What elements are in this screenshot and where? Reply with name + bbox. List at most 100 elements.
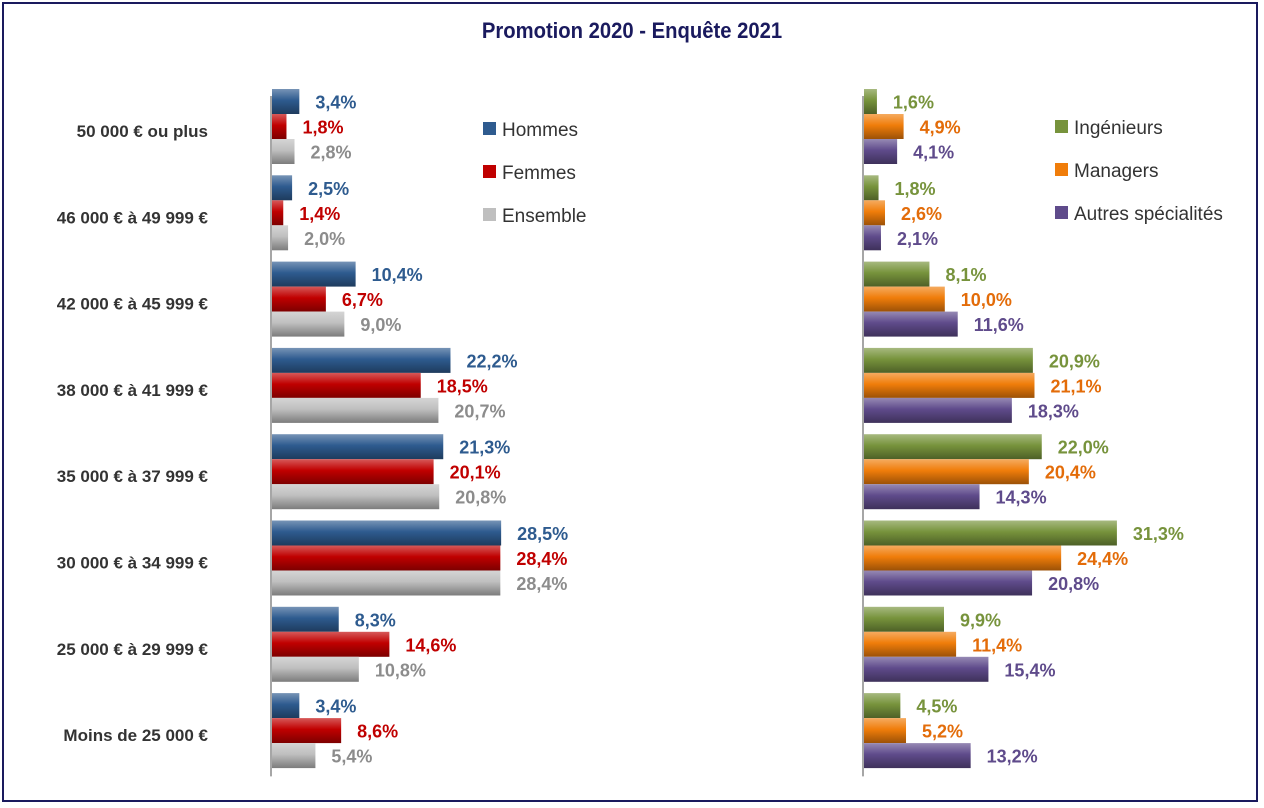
value-label-autres-specialites-6: 20,8% <box>1048 574 1099 594</box>
value-label-ingenieurs-3: 8,1% <box>945 265 986 285</box>
value-label-femmes-6: 28,4% <box>516 549 567 569</box>
bar-ingenieurs-6 <box>864 520 1117 546</box>
bar-hommes-2 <box>272 175 293 201</box>
bar-ingenieurs-4 <box>864 347 1033 373</box>
legend-swatch-managers <box>1055 163 1068 176</box>
value-label-managers-8: 5,2% <box>922 722 963 742</box>
value-label-hommes-8: 3,4% <box>315 697 356 717</box>
bar-femmes-7 <box>272 631 390 657</box>
value-label-autres-specialites-8: 13,2% <box>987 747 1038 767</box>
legend-label-autres-specialites: Autres spécialités <box>1074 204 1223 225</box>
value-label-managers-2: 2,6% <box>901 204 942 224</box>
value-label-femmes-5: 20,1% <box>450 463 501 483</box>
bar-ingenieurs-1 <box>864 89 877 114</box>
bar-autres-specialites-8 <box>864 743 971 769</box>
bar-autres-specialites-1 <box>864 139 898 164</box>
legend-swatch-autres-specialites <box>1055 206 1068 219</box>
bar-ingenieurs-2 <box>864 175 879 201</box>
value-label-ingenieurs-7: 9,9% <box>960 610 1001 630</box>
bar-hommes-6 <box>272 520 502 546</box>
value-label-managers-3: 10,0% <box>961 290 1012 310</box>
legend-swatch-hommes <box>483 122 496 135</box>
bar-femmes-1 <box>272 114 287 139</box>
bar-ingenieurs-5 <box>864 434 1042 460</box>
category-label-46-000-a-49-999: 46 000 € à 49 999 € <box>57 208 209 227</box>
bar-femmes-6 <box>272 545 501 571</box>
bar-femmes-4 <box>272 372 421 398</box>
bar-femmes-2 <box>272 200 284 226</box>
category-label-42-000-a-45-999: 42 000 € à 45 999 € <box>57 295 209 314</box>
value-label-managers-5: 20,4% <box>1045 463 1096 483</box>
bar-ensemble-2 <box>272 225 289 251</box>
value-label-femmes-7: 14,6% <box>405 635 456 655</box>
value-label-ingenieurs-1: 1,6% <box>893 93 934 113</box>
value-label-femmes-2: 1,4% <box>299 204 340 224</box>
bar-hommes-7 <box>272 606 339 632</box>
bar-ensemble-3 <box>272 311 345 337</box>
category-label-moins-de-25-000: Moins de 25 000 € <box>63 726 208 745</box>
chart-title: Promotion 2020 - Enquête 2021 <box>481 18 783 43</box>
value-label-autres-specialites-3: 11,6% <box>974 315 1024 335</box>
value-label-ensemble-5: 20,8% <box>455 488 506 508</box>
bar-hommes-1 <box>272 89 300 114</box>
bar-femmes-3 <box>272 286 326 312</box>
bar-ensemble-5 <box>272 484 440 510</box>
bar-ensemble-1 <box>272 139 295 164</box>
bar-hommes-8 <box>272 693 300 719</box>
bar-hommes-5 <box>272 434 444 460</box>
bar-ingenieurs-8 <box>864 693 901 719</box>
value-label-ensemble-1: 2,8% <box>311 143 352 163</box>
bar-ingenieurs-3 <box>864 261 930 287</box>
category-label-30-000-a-34-999: 30 000 € à 34 999 € <box>57 554 209 573</box>
value-label-autres-specialites-1: 4,1% <box>913 143 954 163</box>
bar-femmes-5 <box>272 459 434 485</box>
bar-autres-specialites-7 <box>864 656 989 682</box>
value-label-hommes-3: 10,4% <box>372 265 423 285</box>
value-label-hommes-2: 2,5% <box>308 179 349 199</box>
value-label-ensemble-8: 5,4% <box>331 747 372 767</box>
bar-managers-5 <box>864 459 1029 485</box>
value-label-ensemble-6: 28,4% <box>516 574 567 594</box>
bar-femmes-8 <box>272 718 342 744</box>
bar-managers-1 <box>864 114 904 139</box>
value-label-ingenieurs-2: 1,8% <box>895 179 936 199</box>
bar-managers-6 <box>864 545 1062 571</box>
value-label-femmes-3: 6,7% <box>342 290 383 310</box>
bar-hommes-4 <box>272 347 451 373</box>
value-label-femmes-1: 1,8% <box>302 118 343 138</box>
value-label-ingenieurs-6: 31,3% <box>1133 524 1184 544</box>
value-label-managers-1: 4,9% <box>920 118 961 138</box>
bar-autres-specialites-3 <box>864 311 958 337</box>
bar-ensemble-7 <box>272 656 359 682</box>
value-label-ensemble-4: 20,7% <box>454 401 505 421</box>
value-label-ensemble-3: 9,0% <box>360 315 401 335</box>
value-label-femmes-8: 8,6% <box>357 722 398 742</box>
bar-autres-specialites-2 <box>864 225 881 251</box>
bar-ensemble-8 <box>272 743 316 769</box>
legend-swatch-ingenieurs <box>1055 120 1068 133</box>
legend-swatch-femmes <box>483 165 496 178</box>
value-label-ingenieurs-8: 4,5% <box>916 697 957 717</box>
value-label-autres-specialites-7: 15,4% <box>1004 660 1055 680</box>
legend-label-ensemble: Ensemble <box>502 206 587 227</box>
value-label-ensemble-7: 10,8% <box>375 660 426 680</box>
bar-ensemble-4 <box>272 397 439 423</box>
bar-ensemble-6 <box>272 570 501 596</box>
value-label-managers-4: 21,1% <box>1050 376 1101 396</box>
category-label-35-000-a-37-999: 35 000 € à 37 999 € <box>57 467 209 486</box>
value-label-hommes-6: 28,5% <box>517 524 568 544</box>
value-label-ensemble-2: 2,0% <box>304 229 345 249</box>
value-label-hommes-5: 21,3% <box>459 438 510 458</box>
legend-swatch-ensemble <box>483 208 496 221</box>
bar-managers-8 <box>864 718 907 744</box>
value-label-autres-specialites-5: 14,3% <box>996 488 1047 508</box>
legend-label-managers: Managers <box>1074 161 1159 182</box>
category-label-50-000-ou-plus: 50 000 € ou plus <box>77 122 208 141</box>
legend-label-femmes: Femmes <box>502 163 576 184</box>
value-label-ingenieurs-4: 20,9% <box>1049 351 1100 371</box>
value-label-femmes-4: 18,5% <box>437 376 488 396</box>
value-label-ingenieurs-5: 22,0% <box>1058 438 1109 458</box>
bar-hommes-3 <box>272 261 356 287</box>
